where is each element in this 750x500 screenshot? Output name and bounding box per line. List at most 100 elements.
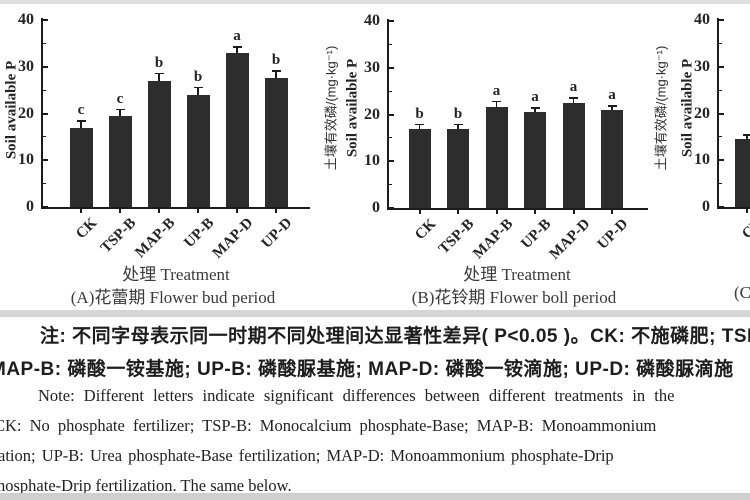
bar: [601, 109, 623, 208]
bar: [264, 78, 288, 207]
y-axis-label-en: Soil available P: [679, 58, 696, 158]
note-chinese-line2: MAP-B: 磷酸一铵基施; UP-B: 磷酸脲基施; MAP-D: 磷酸一铵滴…: [0, 359, 734, 380]
y-tick: [719, 19, 724, 21]
x-tick: [275, 209, 277, 213]
panel-a-xaxis-title: 处理 Treatment: [122, 265, 230, 284]
significance-letter: b: [453, 105, 463, 122]
y-minor-tick: [719, 42, 722, 44]
y-minor-tick: [43, 136, 46, 138]
error-bar-line: [418, 124, 421, 129]
note-english-line1: Note: Different letters indicate signifi…: [38, 386, 675, 405]
top-edge-band: [0, 0, 750, 4]
note-english-line2: CK: No phosphate fertilizer; TSP-B: Mono…: [0, 416, 657, 435]
x-tick: [457, 210, 459, 214]
significance-letter: a: [608, 87, 616, 104]
significance-letter: b: [193, 68, 203, 85]
y-minor-tick: [43, 89, 46, 91]
error-bar-cap: [76, 120, 86, 122]
error-bar-cap: [154, 72, 164, 75]
x-tick: [80, 209, 82, 213]
error-bar-line: [495, 101, 498, 108]
y-tick-label: 0: [702, 198, 710, 215]
bar: [447, 128, 469, 208]
panel-b-caption: (B)花铃期 Flower boll period: [411, 288, 617, 307]
error-bar-line: [275, 71, 277, 79]
panel-a-caption: (A)花蕾期 Flower bud period: [70, 288, 276, 307]
y-axis-label-en: Soil available P: [344, 58, 361, 158]
note-english-line4: hosphate-Drip fertilization. The same be…: [0, 476, 292, 495]
error-bar-cap: [569, 97, 578, 99]
error-bar-line: [534, 108, 536, 113]
error-bar-cap: [193, 86, 203, 89]
x-axis: [41, 207, 310, 209]
y-minor-tick: [389, 90, 392, 92]
y-tick-label: 20: [18, 104, 34, 122]
x-tick: [572, 210, 575, 214]
x-tick: [746, 209, 748, 213]
x-tick: [611, 210, 613, 214]
y-tick: [43, 159, 48, 162]
significance-letter: b: [154, 54, 164, 71]
y-tick: [43, 19, 48, 21]
x-tick: [534, 210, 536, 214]
error-bar-line: [158, 73, 160, 81]
bar: [186, 94, 210, 207]
bar-chart-figure: 0 10 20 30 40 c CK c TSP-B b MAP-B b UP-B a MAP-D b UP-D…: [4, 11, 750, 263]
y-tick-label: 10: [694, 151, 710, 169]
panel-c-caption-clipped: (C: [734, 283, 750, 302]
y-tick-label: 40: [694, 11, 710, 28]
y-tick: [719, 65, 724, 68]
significance-letter: a: [531, 89, 539, 106]
bar: [524, 112, 546, 208]
error-bar-line: [236, 47, 238, 53]
error-bar-cap: [492, 100, 501, 103]
error-bar-line: [611, 106, 613, 110]
error-bar-cap: [115, 108, 125, 111]
y-tick-label: 30: [18, 57, 34, 75]
bar: [408, 128, 431, 208]
x-axis: [717, 207, 750, 209]
error-bar-line: [197, 87, 199, 95]
y-tick-label: 0: [26, 198, 34, 215]
y-tick-label: 30: [364, 58, 380, 76]
x-axis: [387, 208, 648, 210]
significance-letter: c: [116, 90, 124, 107]
significance-letter: c: [77, 102, 85, 119]
separator-band: [0, 310, 750, 317]
error-bar-line: [457, 124, 459, 129]
error-bar-cap: [530, 107, 540, 109]
y-tick: [719, 112, 724, 115]
y-axis: [41, 18, 43, 209]
significance-letter: b: [271, 52, 281, 69]
error-bar-cap: [742, 134, 750, 136]
y-minor-tick: [719, 136, 722, 138]
y-tick: [43, 65, 48, 68]
bottom-edge-band: [0, 493, 750, 500]
bar: [147, 80, 171, 207]
y-tick: [389, 20, 394, 22]
y-tick-label: 10: [364, 152, 380, 170]
category-label: CK: [739, 215, 750, 243]
x-tick: [119, 209, 121, 213]
y-tick: [719, 206, 724, 208]
y-tick-label: 30: [694, 57, 710, 75]
error-bar-line: [80, 121, 82, 128]
panel-b-xaxis-title: 处理 Treatment: [463, 265, 571, 284]
x-tick: [236, 209, 238, 213]
y-axis-label-cn: 土壤有效磷/(mg·kg⁻¹): [323, 45, 339, 171]
y-axis: [717, 18, 719, 209]
note-chinese-line1: 注: 不同字母表示同一时期不同处理间达显著性差异( P<0.05 )。CK: 不…: [40, 326, 750, 347]
x-tick: [418, 210, 421, 214]
y-tick: [719, 159, 724, 162]
y-tick: [389, 66, 394, 69]
y-tick: [43, 112, 48, 115]
y-tick: [389, 207, 394, 209]
y-tick-label: 0: [372, 199, 380, 216]
y-tick: [389, 113, 394, 116]
y-minor-tick: [389, 43, 392, 45]
y-tick-label: 40: [364, 12, 380, 29]
y-minor-tick: [719, 183, 722, 185]
bar: [225, 52, 249, 207]
bar: [108, 115, 132, 207]
